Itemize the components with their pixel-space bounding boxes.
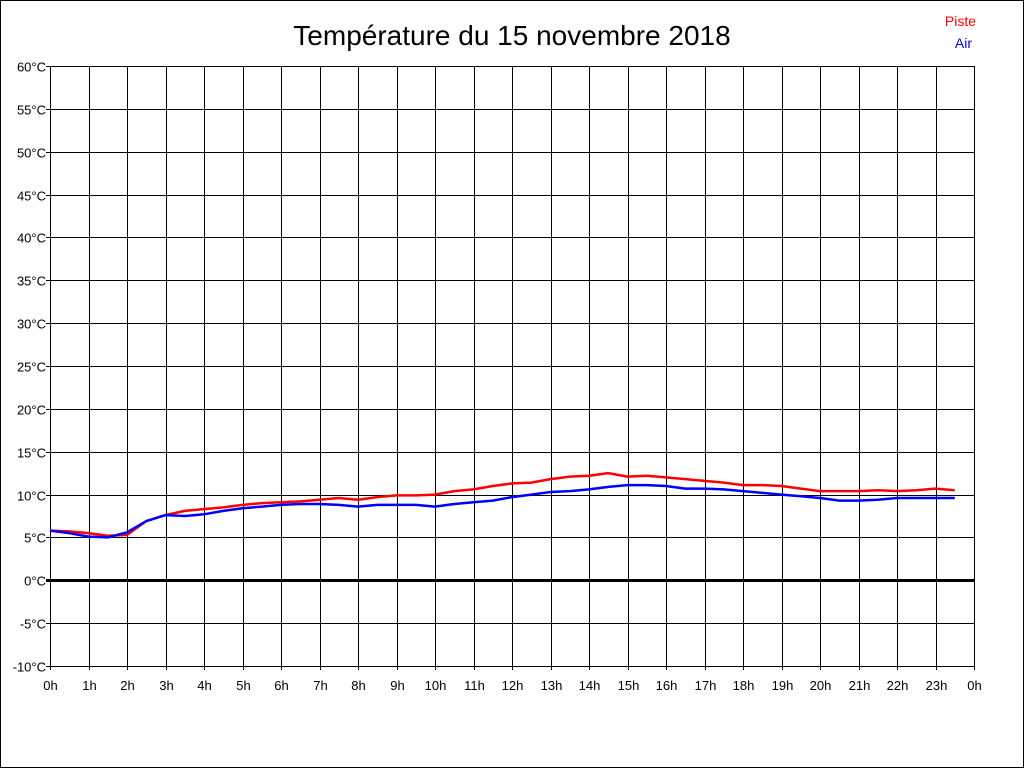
y-tick-label: 30°C bbox=[17, 317, 46, 332]
y-tick-label: 55°C bbox=[17, 103, 46, 118]
x-tick-label: 17h bbox=[695, 678, 717, 693]
y-tick-label: 0°C bbox=[24, 574, 46, 589]
x-tick-label: 7h bbox=[313, 678, 327, 693]
y-tick-label: 10°C bbox=[17, 489, 46, 504]
x-tick-label: 21h bbox=[849, 678, 871, 693]
x-tick-label: 18h bbox=[733, 678, 755, 693]
x-tick-label: 10h bbox=[425, 678, 447, 693]
y-tick-label: 40°C bbox=[17, 231, 46, 246]
x-tick-label: 8h bbox=[351, 678, 365, 693]
x-tick-label: 20h bbox=[810, 678, 832, 693]
x-tick-label: 19h bbox=[772, 678, 794, 693]
legend-air: Air bbox=[955, 35, 972, 51]
x-tick-label: 14h bbox=[579, 678, 601, 693]
y-tick-label: -10°C bbox=[13, 660, 46, 675]
chart-title: Température du 15 novembre 2018 bbox=[293, 20, 730, 51]
y-tick-label: 50°C bbox=[17, 146, 46, 161]
x-tick-label: 12h bbox=[502, 678, 524, 693]
x-tick-label: 4h bbox=[197, 678, 211, 693]
x-tick-label: 6h bbox=[274, 678, 288, 693]
x-tick-label: 16h bbox=[656, 678, 678, 693]
x-tick-label: 15h bbox=[618, 678, 640, 693]
y-tick-label: 25°C bbox=[17, 360, 46, 375]
x-tick-label: 22h bbox=[887, 678, 909, 693]
y-tick-label: 45°C bbox=[17, 189, 46, 204]
x-tick-label: 11h bbox=[464, 678, 485, 693]
series-line-piste bbox=[49, 471, 955, 537]
y-tick-label: 35°C bbox=[17, 274, 46, 289]
legend-piste: Piste bbox=[945, 13, 976, 29]
y-tick-label: 20°C bbox=[17, 403, 46, 418]
y-tick-label: 15°C bbox=[17, 446, 46, 461]
y-tick-label: 5°C bbox=[24, 531, 46, 546]
y-tick-label: -5°C bbox=[20, 617, 46, 632]
x-tick-label: 0h bbox=[967, 678, 981, 693]
series-line-air bbox=[49, 483, 955, 539]
x-tick-label: 2h bbox=[120, 678, 134, 693]
x-tick-label: 1h bbox=[82, 678, 96, 693]
x-tick-label: 5h bbox=[236, 678, 250, 693]
x-tick-label: 3h bbox=[159, 678, 173, 693]
x-tick-label: 9h bbox=[390, 678, 404, 693]
x-tick-label: 13h bbox=[541, 678, 563, 693]
y-tick-label: 60°C bbox=[17, 60, 46, 75]
x-tick-label: 0h bbox=[43, 678, 57, 693]
x-tick-label: 23h bbox=[926, 678, 948, 693]
